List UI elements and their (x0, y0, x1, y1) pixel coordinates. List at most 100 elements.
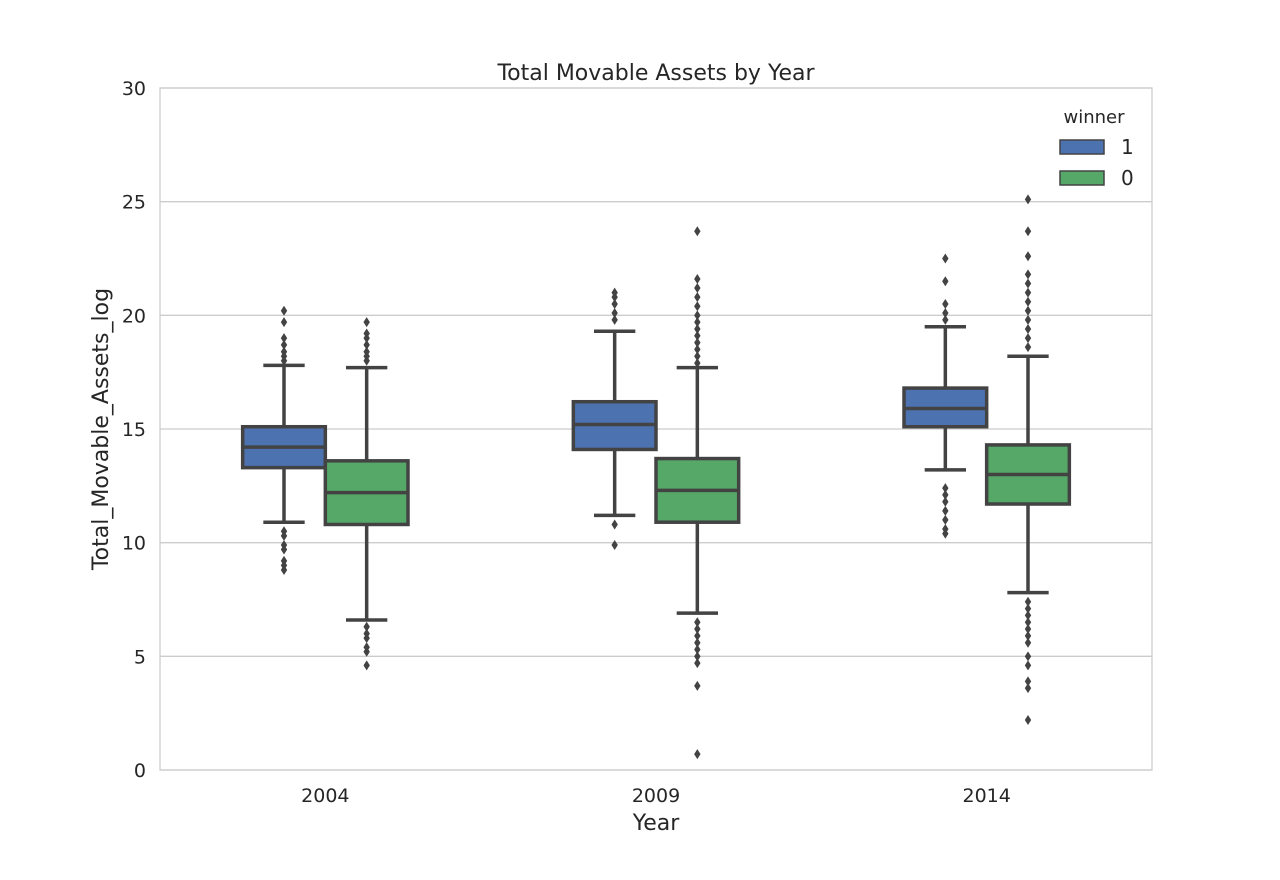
outlier-point (611, 298, 618, 309)
outlier-point (363, 317, 370, 328)
outlier-point (363, 339, 370, 350)
outlier-point (1024, 617, 1032, 628)
outlier-point (1024, 226, 1032, 237)
y-tick-label: 10 (122, 533, 146, 555)
outlier-point (942, 253, 949, 264)
outlier-point (942, 528, 949, 539)
legend: winner 1 0 (1059, 107, 1134, 190)
outlier-point (694, 651, 701, 662)
outlier-point (694, 226, 701, 237)
outlier-point (694, 637, 701, 648)
outlier-point (1024, 630, 1032, 641)
outlier-point (694, 337, 701, 348)
y-tick-label: 0 (134, 760, 146, 782)
outlier-point (942, 314, 949, 325)
box-2014-winner-0 (984, 194, 1072, 725)
y-tick-label: 5 (134, 646, 146, 668)
outlier-point (1024, 342, 1032, 353)
chart-title: Total Movable Assets by Year (496, 61, 815, 86)
box-2004-winner-1 (240, 305, 328, 575)
outlier-point (1024, 323, 1032, 334)
outlier-point (611, 292, 618, 303)
outlier-point (1024, 287, 1032, 298)
outlier-point (694, 624, 701, 635)
outlier-point (694, 301, 701, 312)
outlier-point (363, 660, 370, 671)
outlier-point (1024, 314, 1032, 325)
x-tick-label: 2014 (962, 785, 1010, 807)
outlier-point (694, 658, 701, 669)
outlier-point (1024, 278, 1032, 289)
outlier-point (694, 317, 701, 328)
outlier-point (1024, 651, 1032, 662)
outlier-point (280, 317, 288, 328)
box-2014-winner-1 (902, 253, 989, 539)
outlier-point (1024, 610, 1032, 621)
outlier-point (1024, 637, 1032, 648)
outlier-point (363, 355, 370, 366)
y-tick-label: 20 (122, 305, 146, 327)
outlier-point (942, 514, 949, 525)
outlier-point (694, 310, 701, 321)
outlier-point (942, 483, 949, 494)
outlier-point (1024, 305, 1032, 316)
outlier-point (1024, 683, 1032, 694)
y-tick-labels: 0 5 10 15 20 25 30 (122, 78, 146, 782)
outlier-point (611, 314, 618, 325)
outlier-point (1024, 660, 1032, 671)
outlier-point (942, 489, 949, 500)
legend-label-0: 0 (1121, 166, 1134, 190)
legend-label-1: 1 (1121, 135, 1134, 159)
outlier-point (363, 646, 370, 657)
outlier-point (280, 339, 288, 350)
outlier-point (694, 344, 701, 355)
outlier-point (280, 564, 288, 575)
outlier-point (363, 621, 370, 632)
outlier-point (280, 544, 288, 555)
legend-title: winner (1063, 107, 1125, 128)
y-tick-label: 30 (122, 78, 146, 100)
outlier-point (280, 355, 288, 366)
box-2009-winner-1 (571, 287, 658, 550)
outlier-point (280, 333, 288, 344)
plot-frame (159, 87, 1153, 771)
x-tick-label: 2009 (632, 785, 680, 807)
x-axis-label: Year (632, 811, 681, 836)
outlier-point (694, 644, 701, 655)
legend-swatch-1 (1059, 139, 1105, 155)
y-axis-label: Total_Movable_Assets_log (89, 288, 114, 571)
outlier-point (942, 505, 949, 516)
outlier-point (694, 283, 701, 294)
outlier-point (942, 298, 949, 309)
outlier-point (611, 519, 618, 530)
outlier-point (611, 539, 618, 550)
outlier-point (1024, 296, 1032, 307)
y-tick-label: 15 (122, 419, 146, 441)
outlier-point (1024, 603, 1032, 614)
outlier-point (694, 273, 701, 284)
outlier-point (280, 530, 288, 541)
legend-swatch-0 (1059, 170, 1105, 186)
outlier-point (942, 276, 949, 287)
outlier-point (942, 308, 949, 319)
outlier-point (1024, 596, 1032, 607)
box-2004-winner-0 (323, 317, 410, 671)
outlier-point (280, 305, 288, 316)
outlier-point (1024, 194, 1032, 205)
outlier-point (1024, 714, 1032, 725)
x-tick-labels: 2004 2009 2014 (301, 785, 1011, 807)
outlier-point (694, 323, 701, 334)
outlier-point (1024, 251, 1032, 262)
outlier-point (694, 330, 701, 341)
outlier-point (1024, 269, 1032, 280)
outlier-point (363, 633, 370, 644)
outlier-point (694, 630, 701, 641)
outlier-point (694, 292, 701, 303)
outlier-point (694, 617, 701, 628)
box-groups (240, 194, 1072, 760)
outlier-point (363, 333, 370, 344)
outlier-point (694, 358, 701, 369)
outlier-point (694, 680, 701, 691)
outlier-point (611, 308, 618, 319)
